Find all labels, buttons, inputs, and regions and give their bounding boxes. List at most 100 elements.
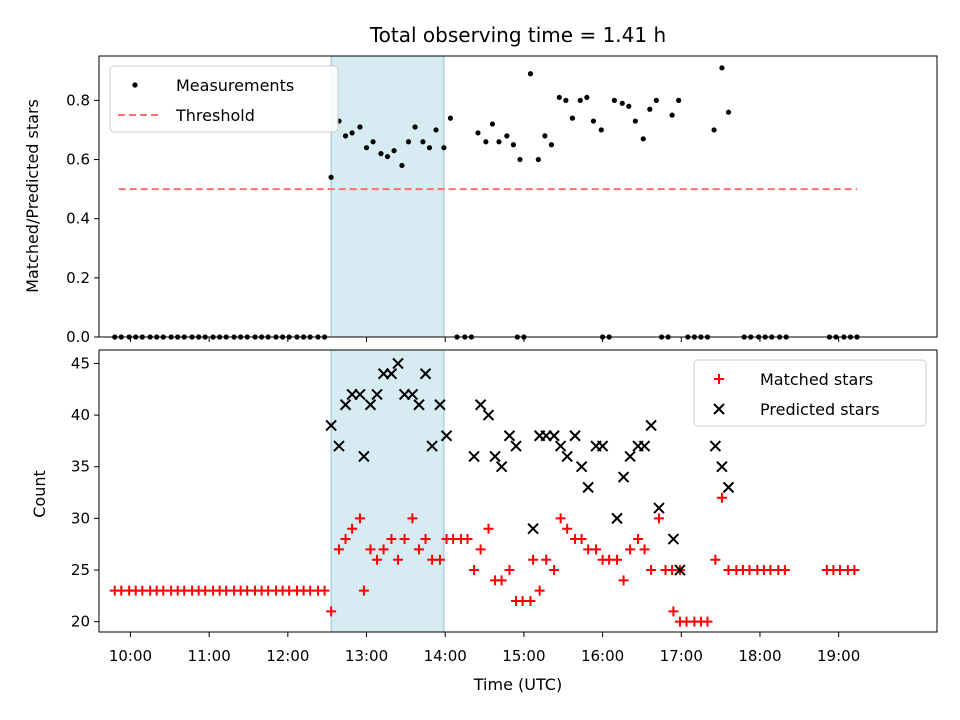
measurement-point (719, 65, 725, 71)
top-y-axis-label: Matched/Predicted stars (23, 99, 42, 293)
bottom-series-predicted-stars (325, 357, 735, 576)
legend-label: Threshold (175, 106, 255, 125)
measurement-point (577, 97, 583, 103)
matched-star-point (702, 616, 713, 627)
predicted-star-point (385, 368, 398, 380)
predicted-star-point (354, 388, 366, 401)
chart-title: Total observing time = 1.41 h (369, 23, 666, 47)
predicted-star-point (474, 399, 487, 411)
x-tick-label: 14:00 (424, 647, 467, 665)
measurement-point (447, 115, 454, 121)
measurement-point (669, 112, 675, 118)
predicted-star-point (510, 440, 522, 452)
matched-star-point (347, 523, 358, 534)
x-tick-label: 13:00 (345, 647, 388, 665)
measurement-point (433, 127, 439, 133)
matched-star-point (462, 534, 473, 545)
predicted-star-point (527, 522, 539, 535)
top-y-tick-label: 0.4 (66, 210, 90, 228)
predicted-star-point (419, 368, 432, 380)
predicted-star-point (440, 430, 453, 442)
top-legend: Measurements Threshold (109, 65, 339, 133)
predicted-star-point (371, 388, 383, 401)
predicted-star-point (561, 450, 573, 463)
predicted-star-point (617, 471, 630, 483)
legend-label: Measurements (176, 76, 294, 95)
bottom-legend-box (693, 359, 927, 427)
matched-star-point (475, 544, 486, 555)
measurement-point (640, 136, 646, 142)
x-tick-label: 17:00 (660, 647, 703, 665)
matched-star-point (555, 513, 566, 524)
bottom-y-tick-label: 40 (71, 406, 90, 424)
predicted-star-point (364, 399, 377, 411)
legend-matched-swatch (714, 374, 724, 384)
matched-star-point (576, 534, 587, 545)
top-highlight-span (330, 55, 445, 338)
measurement-point (483, 139, 489, 145)
measurement-point (676, 97, 682, 103)
matched-star-point (632, 534, 643, 545)
measurement-point (590, 118, 597, 124)
matched-star-point (591, 544, 602, 555)
bottom-y-axis-label: Count (30, 470, 49, 518)
measurement-point (653, 97, 659, 103)
predicted-star-point (624, 450, 636, 463)
x-tick-label: 16:00 (581, 647, 624, 665)
legend-label: Predicted stars (760, 400, 880, 419)
measurement-point (517, 156, 523, 163)
bottom-y-tick-label: 35 (71, 458, 90, 476)
matched-star-point (326, 606, 337, 617)
measurement-point (527, 71, 534, 77)
measurement-point (584, 94, 590, 101)
measurement-point (342, 133, 349, 139)
predicted-star-point (406, 388, 419, 401)
x-axis-label: Time (UTC) (473, 675, 562, 694)
x-tick-label: 11:00 (188, 647, 231, 665)
matched-star-point (354, 513, 365, 524)
matched-star-point (319, 585, 330, 596)
predicted-star-point (722, 481, 735, 494)
x-tick-label: 18:00 (738, 647, 781, 665)
predicted-star-point (333, 440, 345, 452)
predicted-star-point (413, 399, 425, 411)
matched-star-point (549, 565, 560, 576)
predicted-star-point (716, 461, 728, 473)
top-y-tick-label: 0.0 (66, 328, 90, 346)
bottom-y-tick-label: 45 (71, 354, 90, 372)
x-tick-label: 19:00 (817, 647, 860, 665)
predicted-star-point (575, 461, 588, 473)
predicted-star-point (489, 450, 501, 463)
measurement-point (399, 162, 405, 169)
top-y-tick-label: 0.2 (66, 269, 90, 287)
measurement-point (426, 145, 433, 151)
matched-star-point (716, 492, 727, 503)
bottom-y-tick-label: 30 (71, 509, 90, 527)
matched-star-point (534, 585, 545, 596)
matched-star-point (562, 523, 573, 534)
matched-star-point (668, 606, 679, 617)
measurement-point (420, 139, 426, 145)
measurement-point (711, 127, 717, 133)
top-y-tick-label: 0.8 (66, 91, 90, 109)
measurement-point (370, 139, 376, 145)
predicted-star-point (392, 357, 404, 370)
matched-star-point (483, 523, 494, 534)
measurement-point (496, 139, 502, 145)
matched-star-point (618, 575, 629, 586)
matched-star-point (407, 513, 418, 524)
top-y-tick-label: 0.6 (66, 151, 90, 169)
matched-star-point (420, 534, 431, 545)
matched-star-point (496, 575, 507, 586)
predicted-star-point (358, 450, 370, 463)
predicted-star-point (709, 440, 722, 452)
predicted-star-point (674, 564, 686, 576)
predicted-star-point (325, 419, 337, 432)
predicted-star-point (611, 512, 623, 525)
matched-star-point (393, 554, 404, 565)
measurement-point (328, 174, 334, 180)
predicted-star-point (339, 399, 352, 411)
bottom-legend: Matched stars Predicted stars (693, 359, 927, 427)
measurement-point (556, 94, 562, 101)
matched-star-point (504, 565, 515, 576)
